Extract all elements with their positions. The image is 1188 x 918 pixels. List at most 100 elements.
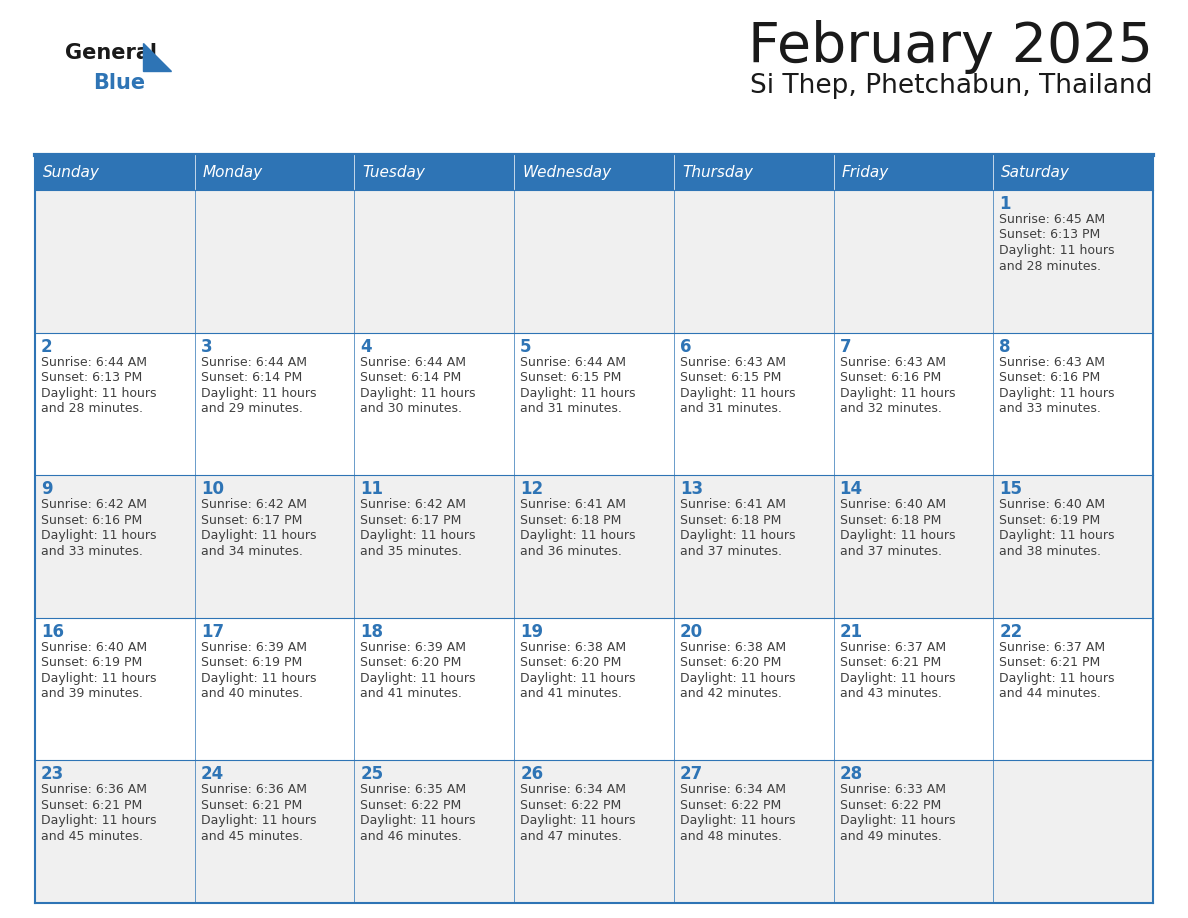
Text: Sunset: 6:21 PM: Sunset: 6:21 PM xyxy=(201,799,302,812)
Text: 17: 17 xyxy=(201,622,223,641)
Text: Daylight: 11 hours: Daylight: 11 hours xyxy=(520,814,636,827)
Text: and 43 minutes.: and 43 minutes. xyxy=(840,688,941,700)
Text: and 45 minutes.: and 45 minutes. xyxy=(201,830,303,843)
Bar xyxy=(834,332,993,476)
Text: Sunrise: 6:44 AM: Sunrise: 6:44 AM xyxy=(360,355,467,369)
Bar xyxy=(993,155,1154,190)
Text: Sunset: 6:18 PM: Sunset: 6:18 PM xyxy=(520,514,621,527)
Text: Sunset: 6:17 PM: Sunset: 6:17 PM xyxy=(201,514,302,527)
Text: Sunset: 6:21 PM: Sunset: 6:21 PM xyxy=(42,799,143,812)
Text: Sunset: 6:15 PM: Sunset: 6:15 PM xyxy=(680,371,782,384)
Text: Daylight: 11 hours: Daylight: 11 hours xyxy=(360,814,476,827)
Bar xyxy=(514,476,674,618)
Text: Sunset: 6:16 PM: Sunset: 6:16 PM xyxy=(840,371,941,384)
Text: and 45 minutes.: and 45 minutes. xyxy=(42,830,143,843)
Text: Sunset: 6:13 PM: Sunset: 6:13 PM xyxy=(42,371,143,384)
Bar xyxy=(993,618,1154,760)
Text: and 48 minutes.: and 48 minutes. xyxy=(680,830,782,843)
Bar xyxy=(34,476,195,618)
Text: Daylight: 11 hours: Daylight: 11 hours xyxy=(680,814,795,827)
Bar xyxy=(674,190,834,332)
Text: Daylight: 11 hours: Daylight: 11 hours xyxy=(840,814,955,827)
Text: 26: 26 xyxy=(520,766,543,783)
Bar xyxy=(354,476,514,618)
Text: Sunrise: 6:42 AM: Sunrise: 6:42 AM xyxy=(201,498,307,511)
Text: Sunset: 6:22 PM: Sunset: 6:22 PM xyxy=(520,799,621,812)
Text: Friday: Friday xyxy=(841,165,889,180)
Text: Sunrise: 6:38 AM: Sunrise: 6:38 AM xyxy=(680,641,786,654)
Text: and 41 minutes.: and 41 minutes. xyxy=(360,688,462,700)
Text: and 33 minutes.: and 33 minutes. xyxy=(999,402,1101,415)
Text: Sunset: 6:14 PM: Sunset: 6:14 PM xyxy=(201,371,302,384)
Text: and 31 minutes.: and 31 minutes. xyxy=(520,402,623,415)
Text: Sunday: Sunday xyxy=(43,165,100,180)
Bar xyxy=(34,618,195,760)
Text: Sunrise: 6:39 AM: Sunrise: 6:39 AM xyxy=(360,641,467,654)
Text: Sunrise: 6:36 AM: Sunrise: 6:36 AM xyxy=(201,783,307,797)
Text: 22: 22 xyxy=(999,622,1023,641)
Text: and 34 minutes.: and 34 minutes. xyxy=(201,544,303,558)
Text: Sunset: 6:15 PM: Sunset: 6:15 PM xyxy=(520,371,621,384)
Bar xyxy=(34,332,195,476)
Text: Daylight: 11 hours: Daylight: 11 hours xyxy=(840,529,955,543)
Bar xyxy=(834,760,993,903)
Text: Wednesday: Wednesday xyxy=(523,165,612,180)
Text: Daylight: 11 hours: Daylight: 11 hours xyxy=(42,672,157,685)
Text: and 29 minutes.: and 29 minutes. xyxy=(201,402,303,415)
Text: 19: 19 xyxy=(520,622,543,641)
Bar xyxy=(195,332,354,476)
Text: and 41 minutes.: and 41 minutes. xyxy=(520,688,623,700)
Bar xyxy=(993,476,1154,618)
Text: Sunrise: 6:37 AM: Sunrise: 6:37 AM xyxy=(840,641,946,654)
Text: Sunrise: 6:40 AM: Sunrise: 6:40 AM xyxy=(42,641,147,654)
Bar xyxy=(195,618,354,760)
Bar xyxy=(674,332,834,476)
Text: General: General xyxy=(65,43,157,63)
Bar xyxy=(354,155,514,190)
Text: 1: 1 xyxy=(999,195,1011,213)
Text: 10: 10 xyxy=(201,480,223,498)
Text: 11: 11 xyxy=(360,480,384,498)
Text: Sunset: 6:22 PM: Sunset: 6:22 PM xyxy=(360,799,462,812)
Text: 3: 3 xyxy=(201,338,213,355)
Text: and 30 minutes.: and 30 minutes. xyxy=(360,402,462,415)
Text: Sunset: 6:20 PM: Sunset: 6:20 PM xyxy=(680,656,782,669)
Text: Sunrise: 6:41 AM: Sunrise: 6:41 AM xyxy=(680,498,785,511)
Bar xyxy=(514,760,674,903)
Bar xyxy=(834,190,993,332)
Bar xyxy=(354,760,514,903)
Text: Sunset: 6:19 PM: Sunset: 6:19 PM xyxy=(201,656,302,669)
Text: and 35 minutes.: and 35 minutes. xyxy=(360,544,462,558)
Text: Daylight: 11 hours: Daylight: 11 hours xyxy=(999,386,1114,399)
Text: Daylight: 11 hours: Daylight: 11 hours xyxy=(42,529,157,543)
Text: Daylight: 11 hours: Daylight: 11 hours xyxy=(201,386,316,399)
Text: and 31 minutes.: and 31 minutes. xyxy=(680,402,782,415)
Bar xyxy=(514,332,674,476)
Text: Sunset: 6:14 PM: Sunset: 6:14 PM xyxy=(360,371,462,384)
Text: Sunrise: 6:43 AM: Sunrise: 6:43 AM xyxy=(999,355,1105,369)
Text: Daylight: 11 hours: Daylight: 11 hours xyxy=(999,672,1114,685)
Bar xyxy=(514,190,674,332)
Text: and 37 minutes.: and 37 minutes. xyxy=(680,544,782,558)
Text: Sunrise: 6:43 AM: Sunrise: 6:43 AM xyxy=(840,355,946,369)
Text: Sunrise: 6:33 AM: Sunrise: 6:33 AM xyxy=(840,783,946,797)
Text: Saturday: Saturday xyxy=(1001,165,1070,180)
Text: Sunset: 6:16 PM: Sunset: 6:16 PM xyxy=(999,371,1100,384)
Text: Daylight: 11 hours: Daylight: 11 hours xyxy=(42,814,157,827)
Bar xyxy=(195,190,354,332)
Bar xyxy=(834,476,993,618)
Text: Daylight: 11 hours: Daylight: 11 hours xyxy=(999,529,1114,543)
Bar xyxy=(993,190,1154,332)
Text: Thursday: Thursday xyxy=(682,165,753,180)
Text: 14: 14 xyxy=(840,480,862,498)
Text: and 38 minutes.: and 38 minutes. xyxy=(999,544,1101,558)
Text: 6: 6 xyxy=(680,338,691,355)
Bar xyxy=(514,618,674,760)
Text: Sunset: 6:17 PM: Sunset: 6:17 PM xyxy=(360,514,462,527)
Text: Sunrise: 6:40 AM: Sunrise: 6:40 AM xyxy=(840,498,946,511)
Text: 24: 24 xyxy=(201,766,225,783)
Bar xyxy=(674,760,834,903)
Text: Sunset: 6:21 PM: Sunset: 6:21 PM xyxy=(999,656,1100,669)
Bar xyxy=(195,476,354,618)
Text: Daylight: 11 hours: Daylight: 11 hours xyxy=(360,529,476,543)
